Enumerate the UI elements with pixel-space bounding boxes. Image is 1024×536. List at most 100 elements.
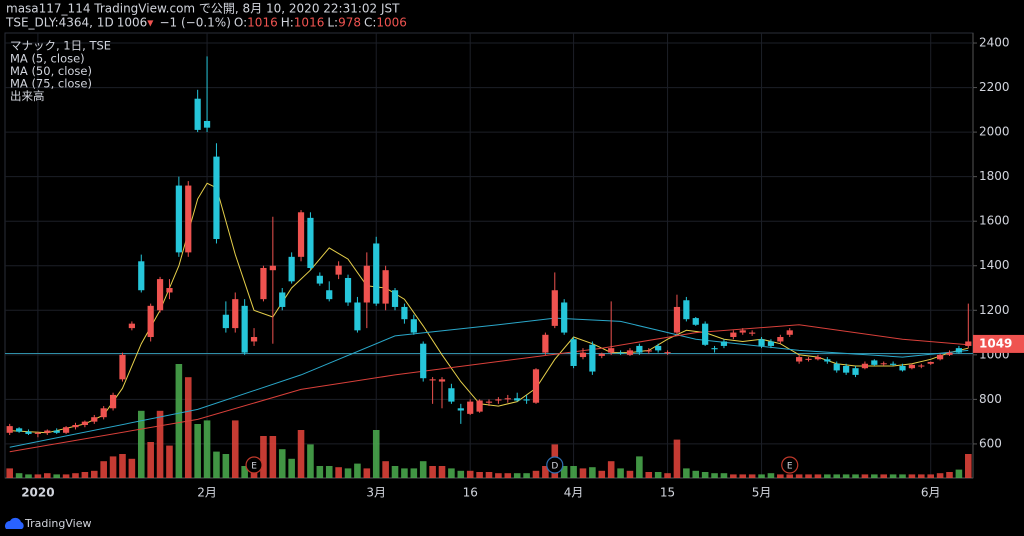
- candle-body: [166, 288, 173, 293]
- volume-bar: [72, 473, 79, 478]
- candle-body: [401, 306, 408, 320]
- candle-body: [720, 341, 728, 346]
- y-tick-label: 1800: [979, 169, 1010, 183]
- candle-body: [44, 430, 51, 433]
- x-tick-label: 16: [463, 486, 478, 500]
- volume-bar: [833, 474, 841, 478]
- event-marker: [546, 456, 564, 474]
- header-line: masa117_114 TradingView.com で公開, 8月 10, …: [6, 2, 400, 16]
- volume-bar: [429, 466, 436, 478]
- candle-body: [260, 267, 267, 300]
- volume-bar: [203, 420, 211, 478]
- candle-body: [965, 341, 972, 346]
- candle-body: [730, 332, 737, 338]
- candle-body: [843, 365, 850, 373]
- candle-body: [561, 302, 568, 333]
- volume-bar: [278, 449, 286, 478]
- symbol: TSE_DLY:4364, 1D: [5, 16, 114, 30]
- candle-body: [739, 330, 746, 333]
- volume-bar: [532, 470, 540, 478]
- change-arrow: ▼: [147, 19, 154, 28]
- event-label: E: [251, 462, 257, 472]
- candle-body: [438, 379, 446, 382]
- candle-body: [485, 401, 493, 403]
- x-tick-label: 5月: [752, 486, 772, 500]
- y-tick-label: 2400: [979, 36, 1010, 50]
- volume-bar: [645, 472, 653, 478]
- event-label: D: [551, 462, 558, 472]
- volume-bar: [485, 472, 493, 478]
- volume-bar: [288, 458, 295, 478]
- candle-body: [72, 424, 79, 428]
- candle-body: [899, 365, 906, 371]
- candle-body: [852, 368, 859, 375]
- candle-body: [514, 398, 521, 401]
- volume-bar: [128, 458, 136, 478]
- y-tick-label: 2000: [979, 125, 1010, 139]
- candle-body: [382, 270, 389, 304]
- candle-body: [871, 360, 878, 365]
- candle-body: [532, 369, 540, 403]
- y-tick-label: 1600: [979, 214, 1010, 228]
- legend-entry: MA (75, close): [10, 77, 92, 91]
- volume-bar: [542, 466, 549, 478]
- volume-bar: [654, 472, 662, 478]
- candle-body: [194, 98, 201, 130]
- candle-body: [138, 261, 145, 291]
- volume-bar: [795, 474, 803, 478]
- candle-body: [608, 348, 615, 353]
- volume-bar: [748, 474, 756, 478]
- volume-bar: [777, 474, 784, 478]
- volume-bar: [6, 468, 13, 478]
- candle-body: [232, 299, 239, 329]
- volume-bar: [335, 467, 342, 478]
- volume-bar: [955, 469, 963, 478]
- volume-bar: [344, 468, 352, 478]
- volume-bar: [607, 461, 615, 478]
- candle-body: [777, 337, 784, 342]
- volume-bar: [617, 468, 624, 478]
- candle-body: [175, 185, 182, 253]
- volume-bar: [701, 472, 709, 478]
- candle-body: [288, 256, 295, 282]
- volume-bar: [175, 364, 183, 478]
- x-tick-label: 6月: [921, 486, 941, 500]
- candle-body: [683, 300, 690, 320]
- ohlc-value: 1006: [376, 16, 407, 30]
- ma-line: [9, 182, 969, 434]
- x-tick-label: 2月: [197, 486, 217, 500]
- x-tick-label: 4月: [564, 486, 584, 500]
- ohlc-key: H:: [281, 16, 294, 30]
- volume-bar: [166, 445, 173, 478]
- volume-bar: [767, 473, 775, 478]
- volume-bar: [213, 451, 220, 478]
- ohlc-value: 978: [338, 16, 361, 30]
- volume-bar: [147, 442, 154, 478]
- candle-body: [824, 359, 831, 362]
- candle-body: [185, 185, 192, 253]
- y-tick-label: 1400: [979, 258, 1010, 272]
- volume-bar: [673, 439, 681, 478]
- candle-body: [448, 388, 455, 402]
- y-tick-label: 600: [979, 436, 1002, 450]
- volume-bar: [184, 377, 192, 478]
- ohlc-key: C:: [364, 16, 376, 30]
- candle-body: [946, 352, 953, 355]
- candle-body: [617, 352, 624, 354]
- y-tick-label: 800: [979, 392, 1002, 406]
- candle-body: [749, 332, 756, 334]
- volume-bar: [927, 474, 934, 478]
- volume-bar: [711, 473, 718, 478]
- volume-bar: [570, 466, 577, 478]
- volume-bar: [852, 474, 859, 478]
- header: masa117_114 TradingView.com で公開, 8月 10, …: [5, 2, 407, 30]
- candle-body: [937, 354, 944, 360]
- volume-bar: [231, 420, 239, 478]
- candle-body: [467, 401, 474, 414]
- candle-body: [523, 399, 530, 401]
- volume-bar: [269, 436, 277, 478]
- candle-body: [570, 339, 577, 366]
- volume-bar: [137, 410, 145, 478]
- volume-bar: [786, 474, 794, 478]
- x-tick-label: 2020: [21, 486, 54, 500]
